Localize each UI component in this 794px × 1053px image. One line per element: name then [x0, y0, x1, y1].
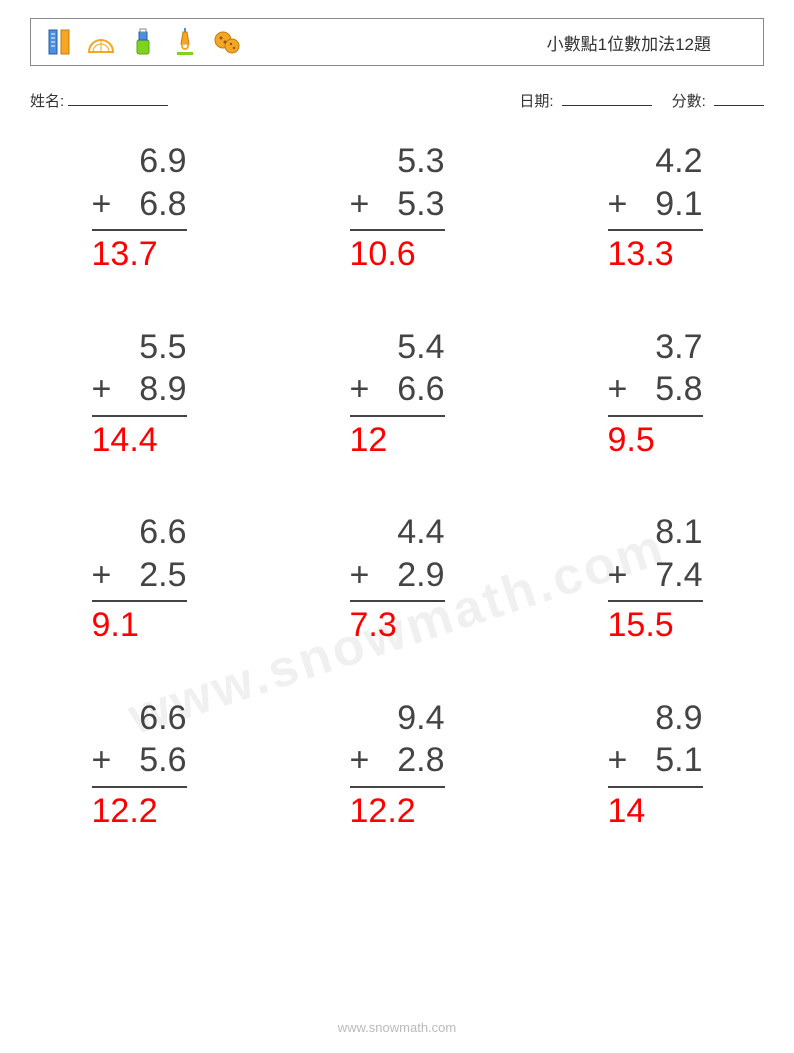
problem-rule [350, 415, 445, 417]
operand-b: +5.8 [608, 368, 703, 411]
operand-a: 4.2 [608, 140, 703, 183]
operand-b: +5.6 [92, 739, 187, 782]
problem-rule [608, 415, 703, 417]
operand-b: +9.1 [608, 183, 703, 226]
problem: 6.9+6.8 13.7 [60, 140, 218, 276]
operand-b: +2.9 [350, 554, 445, 597]
operand-b: +5.1 [608, 739, 703, 782]
operator: + [608, 183, 628, 226]
score-label: 分數: [672, 93, 706, 110]
rulers-icon [43, 26, 75, 58]
problem-rule [608, 786, 703, 788]
operator: + [92, 554, 112, 597]
name-blank[interactable] [68, 105, 168, 106]
operand-a: 6.6 [92, 697, 187, 740]
operand-a: 3.7 [608, 326, 703, 369]
problem-rule [608, 600, 703, 602]
answer: 12.2 [350, 790, 445, 833]
operator: + [92, 183, 112, 226]
operand-b: +8.9 [92, 368, 187, 411]
date-field: 日期: [519, 90, 651, 111]
operand-b: +2.8 [350, 739, 445, 782]
protractor-icon [85, 26, 117, 58]
microscope-icon [169, 26, 201, 58]
score-field: 分數: [672, 90, 764, 111]
operand-a: 9.4 [350, 697, 445, 740]
operator: + [350, 183, 370, 226]
date-blank[interactable] [562, 105, 652, 106]
problem: 5.5+8.9 14.4 [60, 326, 218, 462]
operator: + [92, 368, 112, 411]
problem-rule [350, 600, 445, 602]
answer: 14 [608, 790, 703, 833]
answer: 13.7 [92, 233, 187, 276]
problem-rule [350, 786, 445, 788]
problem: 8.9+5.1 14 [576, 697, 734, 833]
operator: + [608, 368, 628, 411]
operand-a: 6.9 [92, 140, 187, 183]
operator: + [350, 739, 370, 782]
answer: 12 [350, 419, 445, 462]
header-box: 小數點1位數加法12題 [30, 18, 764, 66]
problem: 9.4+2.8 12.2 [318, 697, 476, 833]
answer: 13.3 [608, 233, 703, 276]
name-label: 姓名: [30, 90, 64, 111]
answer: 12.2 [92, 790, 187, 833]
operator: + [350, 554, 370, 597]
operator: + [92, 739, 112, 782]
operand-b: +2.5 [92, 554, 187, 597]
answer: 9.5 [608, 419, 703, 462]
operand-a: 6.6 [92, 511, 187, 554]
operand-a: 5.3 [350, 140, 445, 183]
problem: 4.2+9.1 13.3 [576, 140, 734, 276]
problem: 6.6+2.5 9.1 [60, 511, 218, 647]
date-label: 日期: [519, 93, 553, 110]
answer: 9.1 [92, 604, 187, 647]
operand-b: +6.8 [92, 183, 187, 226]
problem: 4.4+2.9 7.3 [318, 511, 476, 647]
worksheet-title: 小數點1位數加法12題 [547, 30, 711, 55]
score-blank[interactable] [714, 105, 764, 106]
problem: 5.3+5.3 10.6 [318, 140, 476, 276]
problem-rule [92, 415, 187, 417]
operand-b: +7.4 [608, 554, 703, 597]
problem: 8.1+7.4 15.5 [576, 511, 734, 647]
name-field: 姓名: [30, 90, 168, 111]
glue-icon [127, 26, 159, 58]
operand-a: 5.5 [92, 326, 187, 369]
problem: 5.4+6.6 12 [318, 326, 476, 462]
operand-a: 8.1 [608, 511, 703, 554]
operator: + [608, 554, 628, 597]
problem-rule [608, 229, 703, 231]
problems-grid: 6.9+6.813.75.3+5.310.64.2+9.113.35.5+8.9… [60, 140, 734, 832]
answer: 15.5 [608, 604, 703, 647]
answer: 10.6 [350, 233, 445, 276]
operator: + [350, 368, 370, 411]
problem: 3.7+5.8 9.5 [576, 326, 734, 462]
problem-rule [92, 786, 187, 788]
icons-row [43, 26, 243, 58]
operand-b: +5.3 [350, 183, 445, 226]
operand-a: 4.4 [350, 511, 445, 554]
problem-rule [350, 229, 445, 231]
answer: 7.3 [350, 604, 445, 647]
problem: 6.6+5.6 12.2 [60, 697, 218, 833]
operand-a: 8.9 [608, 697, 703, 740]
problem-rule [92, 229, 187, 231]
operand-a: 5.4 [350, 326, 445, 369]
info-row: 姓名: 日期: 分數: [30, 90, 764, 111]
answer: 14.4 [92, 419, 187, 462]
operator: + [608, 739, 628, 782]
operand-b: +6.6 [350, 368, 445, 411]
cookies-icon [211, 26, 243, 58]
problem-rule [92, 600, 187, 602]
footer-url: www.snowmath.com [0, 1020, 794, 1035]
